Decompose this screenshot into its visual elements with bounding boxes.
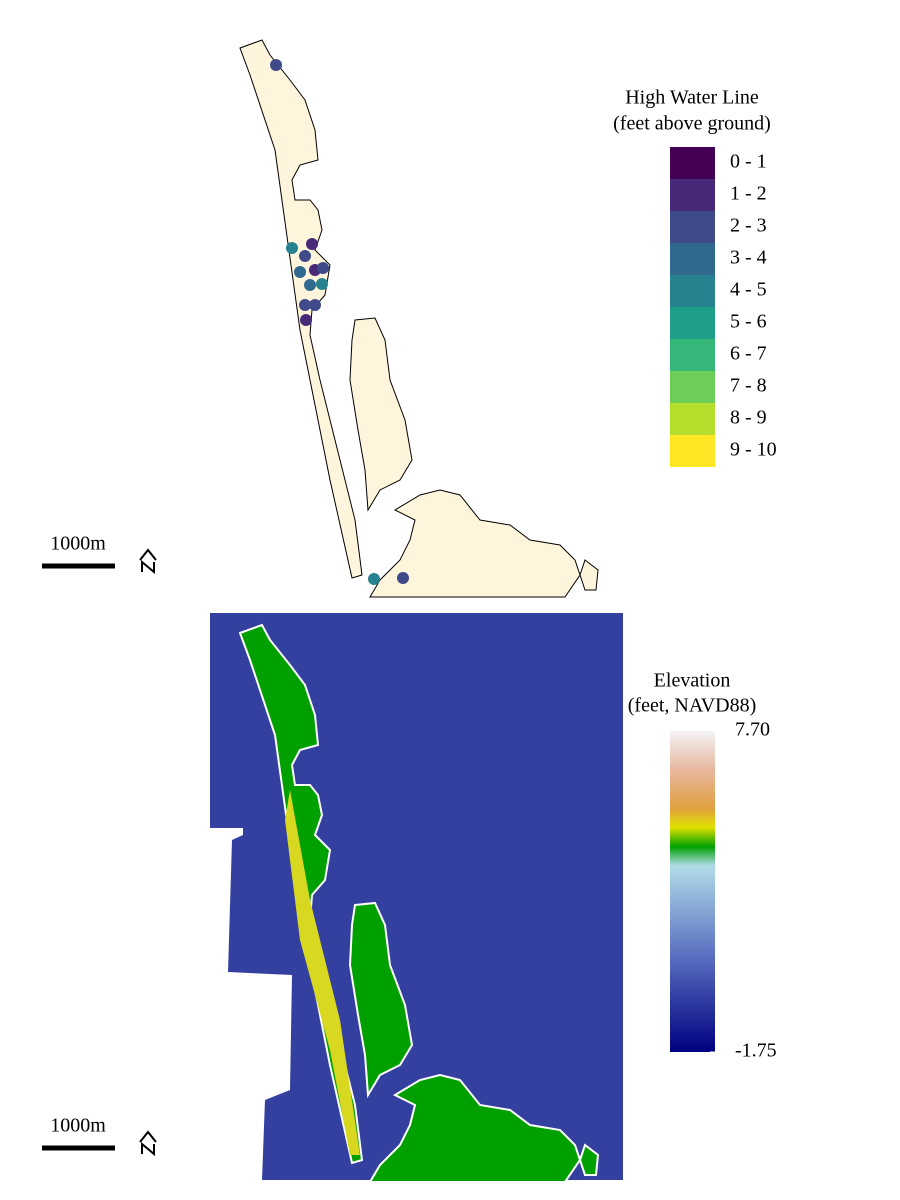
legend-label: 7 - 8	[730, 375, 767, 397]
colorbar-label: 7.70	[735, 719, 770, 741]
land-map	[239, 39, 599, 598]
colorbar	[670, 731, 715, 1052]
legend-label: 8 - 9	[730, 407, 767, 429]
legend-title: High Water Line	[625, 87, 759, 109]
legend-label: 3 - 4	[730, 247, 767, 269]
elevation-raster	[210, 613, 623, 1180]
legend-swatch	[670, 403, 715, 435]
scale-label: 1000m	[50, 533, 106, 555]
legend: 0 - 1 1 - 2 2 - 3 3 - 4 4 - 5 5 - 6 6 - 7 7 - 8…	[670, 147, 777, 467]
legend-label: 9 - 10	[730, 439, 777, 461]
legend-label: 4 - 5	[730, 279, 767, 301]
north-arrow	[139, 549, 157, 573]
legend-swatch	[670, 147, 715, 179]
north-arrow	[139, 1131, 157, 1155]
legend-label: 0 - 1	[730, 151, 767, 173]
colorbar-label: -1.75	[735, 1040, 777, 1062]
land-elevation	[239, 624, 599, 1183]
legend-label: 6 - 7	[730, 343, 767, 365]
legend-swatch	[670, 275, 715, 307]
legend-label: 5 - 6	[730, 311, 767, 333]
legend-title: (feet, NAVD88)	[628, 695, 757, 717]
legend-title: Elevation	[654, 670, 731, 692]
legend-swatch	[670, 339, 715, 371]
legend-swatch	[670, 435, 715, 467]
legend-swatch	[670, 243, 715, 275]
scale-label: 1000m	[50, 1115, 106, 1137]
legend-swatch	[670, 179, 715, 211]
legend-swatch	[670, 307, 715, 339]
legend-title: (feet above ground)	[613, 113, 771, 135]
observation-points	[270, 59, 409, 585]
legend-label: 1 - 2	[730, 183, 767, 205]
legend-label: 2 - 3	[730, 215, 767, 237]
legend-swatch	[670, 371, 715, 403]
legend-swatch	[670, 211, 715, 243]
colorbar-ticks: 7.70 -1.75	[710, 719, 777, 1062]
